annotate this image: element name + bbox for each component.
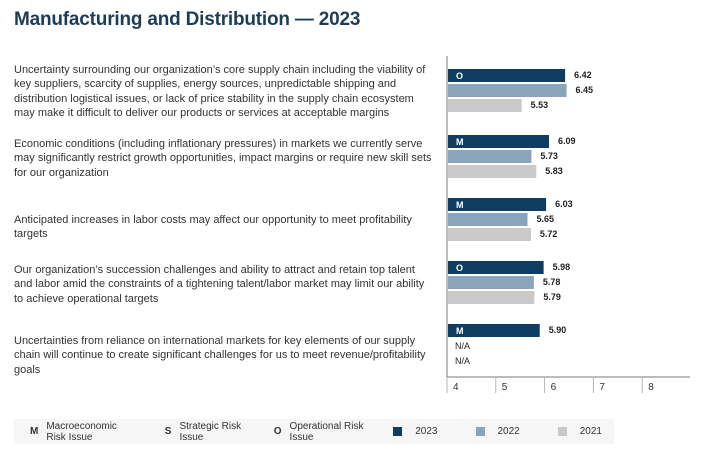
legend-swatch-2022 — [475, 427, 485, 436]
legend-label: Macroeconomic Risk Issue — [46, 420, 117, 443]
issue-text: Uncertainties from reliance on internati… — [14, 335, 426, 376]
issue-text: Economic conditions (including inflation… — [14, 138, 432, 179]
data-label: 6.42 — [574, 70, 592, 80]
issue-text: Anticipated increases in labor costs may… — [14, 214, 412, 241]
bar-2022 — [448, 276, 534, 289]
legend-label: Strategic Risk Issue — [179, 420, 242, 443]
legend-label: 2021 — [579, 426, 602, 437]
bar-chart: 4 5 6 7 8 6.42 O 6.45 5.53 6.09 M 5.73 5.83 6.03 M 5.65… — [446, 56, 690, 393]
risk-type-code: O — [456, 263, 463, 273]
x-tick-label: 5 — [502, 382, 508, 393]
risk-type-code: O — [456, 71, 463, 81]
x-tick-label: 6 — [551, 382, 557, 393]
bar-2021 — [448, 165, 537, 178]
issue-text: Uncertainty surrounding our organization… — [14, 64, 426, 119]
issue-text: Our organization’s succession challenges… — [14, 264, 425, 305]
x-tick-label: 4 — [453, 382, 459, 393]
x-tick-label: 8 — [648, 382, 654, 393]
bar-2021 — [448, 291, 535, 304]
risk-type-code: M — [456, 137, 464, 147]
legend-code: S — [164, 426, 172, 437]
bar-2023 — [448, 324, 540, 337]
data-label: 6.03 — [555, 199, 573, 209]
bar-2021 — [448, 99, 522, 112]
bar-2023 — [448, 135, 549, 148]
legend-item-strategic: S Strategic Risk Issue — [165, 421, 246, 443]
data-label: 5.72 — [540, 229, 558, 239]
legend-item-macro: M Macroeconomic Risk Issue — [30, 421, 137, 443]
data-label: 5.53 — [531, 100, 549, 110]
page-title: Manufacturing and Distribution — 2023 — [14, 9, 361, 30]
bar-2021 — [448, 228, 531, 241]
legend-label: 2022 — [497, 426, 520, 437]
data-label: 5.90 — [549, 325, 567, 335]
na-label: N/A — [455, 356, 470, 366]
data-label: 5.78 — [543, 277, 561, 287]
risk-type-code: M — [456, 200, 464, 210]
bar-2022 — [448, 84, 567, 97]
data-label: 5.65 — [537, 214, 555, 224]
legend-item-2023: 2023 — [393, 426, 449, 437]
data-label: 6.09 — [558, 136, 576, 146]
bar-2023 — [448, 198, 547, 211]
legend: M Macroeconomic Risk Issue S Strategic R… — [14, 419, 614, 444]
legend-label: Operational Risk Issue — [289, 420, 364, 443]
legend-item-operational: O Operational Risk Issue — [274, 421, 365, 443]
legend-item-2021: 2021 — [557, 426, 614, 437]
data-label: 5.83 — [545, 166, 563, 176]
bar-2023 — [448, 261, 544, 274]
data-label: 6.45 — [576, 85, 594, 95]
data-label: 5.73 — [540, 151, 558, 161]
na-label: N/A — [455, 341, 470, 351]
data-label: 5.79 — [543, 292, 561, 302]
bar-2022 — [448, 213, 528, 226]
data-label: 5.98 — [553, 262, 571, 272]
x-tick-label: 7 — [599, 382, 605, 393]
legend-code: O — [273, 426, 282, 437]
legend-item-2022: 2022 — [475, 426, 532, 437]
legend-code: M — [30, 426, 39, 437]
legend-label: 2023 — [415, 426, 438, 437]
bar-2022 — [448, 150, 532, 163]
legend-swatch-2023 — [393, 427, 403, 436]
legend-swatch-2021 — [557, 427, 567, 436]
risk-type-code: M — [456, 326, 464, 336]
bar-2023 — [448, 69, 566, 82]
